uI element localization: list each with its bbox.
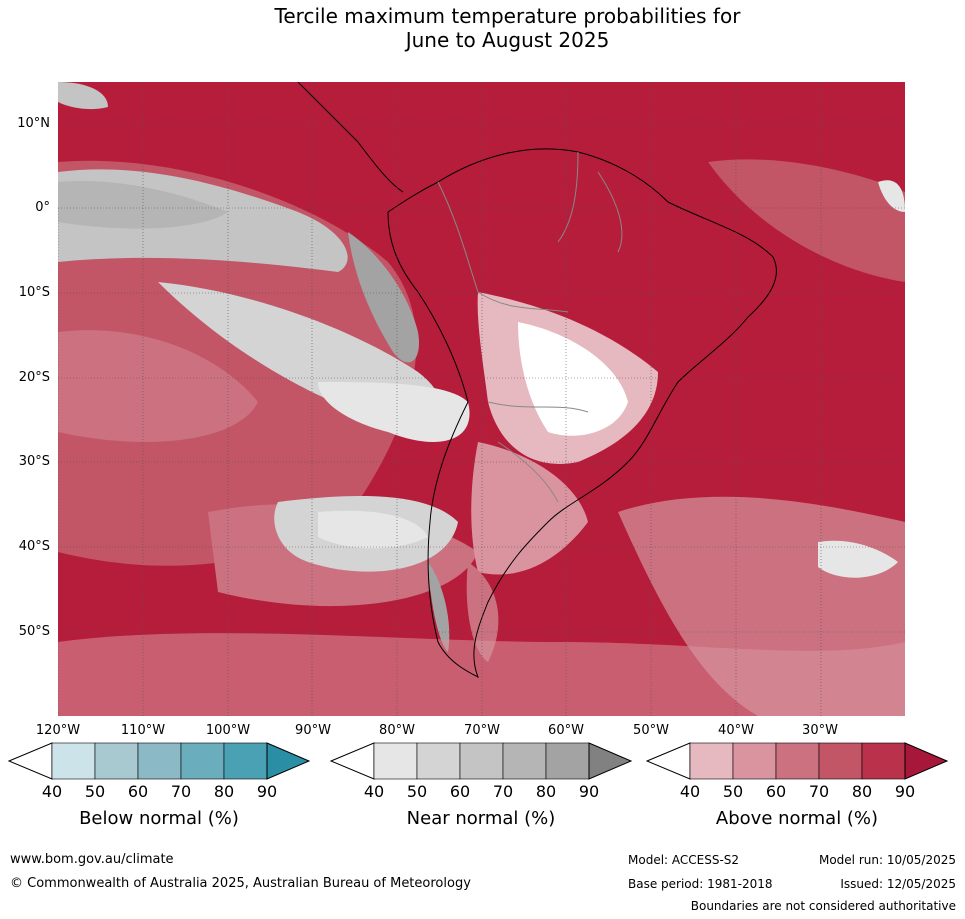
- tick-60: 60: [765, 782, 787, 801]
- base-period: Base period: 1981-2018: [628, 877, 773, 891]
- central-america-coastline: [297, 82, 404, 193]
- tick-40: 40: [41, 782, 63, 801]
- tick-60: 60: [127, 782, 149, 801]
- lat-label-10s: 10°S: [18, 285, 50, 300]
- near-normal-zones: [58, 82, 905, 652]
- tick-50: 50: [722, 782, 744, 801]
- lon-label-120w: 120°W: [35, 723, 81, 738]
- tick-90: 90: [256, 782, 278, 801]
- tick-50: 50: [406, 782, 428, 801]
- map-title: Tercile maximum temperature probabilitie…: [274, 4, 741, 52]
- lon-label-90w: 90°W: [295, 723, 331, 738]
- colorbar-near: [330, 742, 632, 780]
- lat-label-30s: 30°S: [18, 454, 50, 469]
- boundaries-disclaimer: Boundaries are not considered authoritat…: [690, 899, 956, 913]
- colorbar-below: [8, 742, 310, 780]
- tick-70: 70: [492, 782, 514, 801]
- lon-label-110w: 110°W: [120, 723, 166, 738]
- tick-80: 80: [851, 782, 873, 801]
- tick-90: 90: [578, 782, 600, 801]
- graticule: [58, 82, 905, 716]
- colorbar-near-label: Near normal (%): [406, 808, 556, 829]
- probability-map: [58, 82, 905, 716]
- lat-label-0: 0°: [35, 200, 50, 215]
- colorbar-below-label: Below normal (%): [79, 808, 239, 829]
- tick-60: 60: [449, 782, 471, 801]
- colorbar-above-label: Above normal (%): [715, 808, 879, 829]
- southern-ocean-band: [58, 633, 905, 716]
- lat-label-50s: 50°S: [18, 624, 50, 639]
- model-name: Model: ACCESS-S2: [628, 853, 740, 867]
- tick-40: 40: [363, 782, 385, 801]
- lat-label-40s: 40°S: [18, 539, 50, 554]
- lon-label-100w: 100°W: [205, 723, 251, 738]
- country-borders: [437, 151, 623, 503]
- tick-40: 40: [679, 782, 701, 801]
- lat-label-20s: 20°S: [18, 370, 50, 385]
- lon-label-80w: 80°W: [379, 723, 415, 738]
- south-america-coastline: [387, 148, 777, 679]
- website-link[interactable]: www.bom.gov.au/climate: [10, 852, 174, 867]
- issued-date: Issued: 12/05/2025: [840, 877, 956, 891]
- lat-label-10n: 10°N: [17, 116, 50, 131]
- lon-label-40w: 40°W: [718, 723, 754, 738]
- tick-70: 70: [170, 782, 192, 801]
- colorbar-above: [646, 742, 948, 780]
- lon-label-70w: 70°W: [464, 723, 500, 738]
- tick-80: 80: [535, 782, 557, 801]
- tick-50: 50: [84, 782, 106, 801]
- lon-label-60w: 60°W: [548, 723, 584, 738]
- model-run-date: Model run: 10/05/2025: [818, 853, 956, 867]
- lon-label-30w: 30°W: [802, 723, 838, 738]
- lon-label-50w: 50°W: [633, 723, 669, 738]
- land-interior-zones: [466, 292, 658, 662]
- copyright-text: © Commonwealth of Australia 2025, Austra…: [10, 876, 471, 891]
- tick-70: 70: [808, 782, 830, 801]
- map-canvas: [58, 82, 905, 716]
- tick-80: 80: [213, 782, 235, 801]
- tick-90: 90: [894, 782, 916, 801]
